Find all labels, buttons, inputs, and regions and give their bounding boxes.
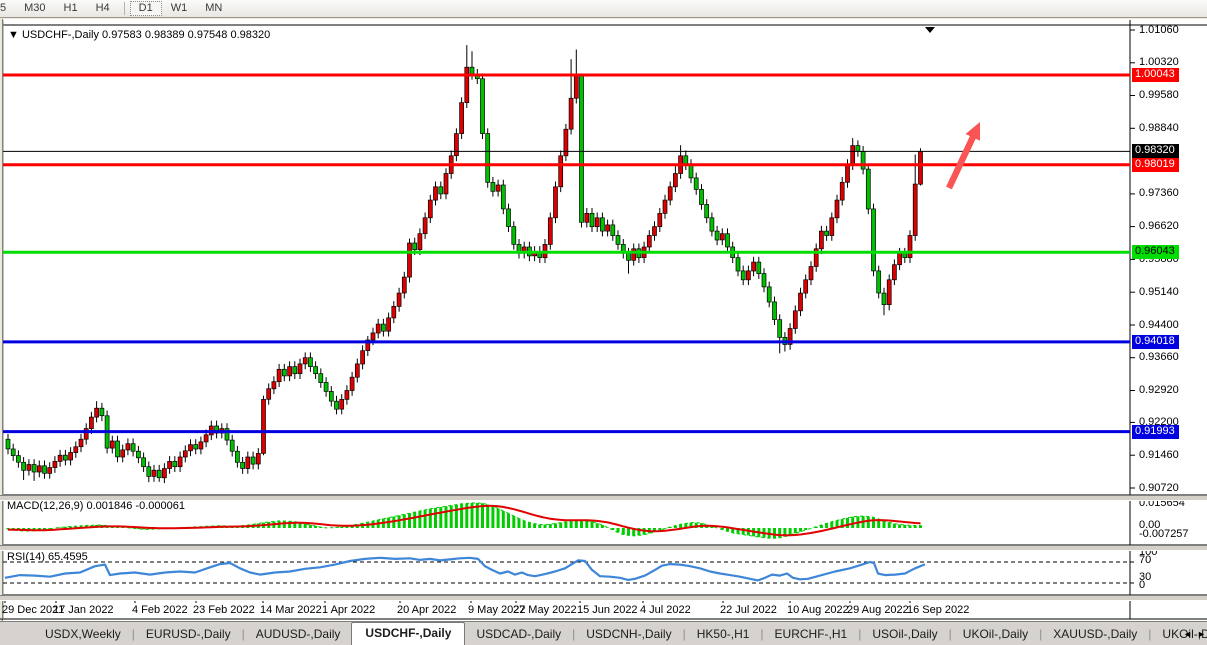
timeframe-button-H1[interactable]: H1 xyxy=(63,2,78,14)
date-axis-tick: 22 Jul 2022 xyxy=(720,604,777,616)
chart-ohlc-values: 0.97583 0.98389 0.97548 0.98320 xyxy=(102,29,271,41)
date-axis-tick: 1 Apr 2022 xyxy=(322,604,376,616)
tab-scroll-right-icon[interactable]: ► xyxy=(1197,629,1206,639)
pane-splitter-dateaxis[interactable] xyxy=(0,595,1207,601)
date-axis-tick: 27 May 2022 xyxy=(513,604,577,616)
price-axis-tick: 0.97360 xyxy=(1139,187,1179,200)
tab-separator: | xyxy=(682,627,686,641)
tab-separator: | xyxy=(241,627,245,641)
rsi-axis-tick: 0 xyxy=(1139,579,1146,591)
price-axis-tick: 0.95140 xyxy=(1139,285,1179,298)
timeframe-button-H4[interactable]: H4 xyxy=(95,2,110,14)
timeframe-toolbar: 5 M30 H1 H4 D1 W1 MN xyxy=(0,0,1207,18)
pane-splitter-macd[interactable] xyxy=(0,495,1207,501)
rsi-indicator-label: RSI(14) 65.4595 xyxy=(7,551,88,563)
date-axis-tick: 16 Sep 2022 xyxy=(907,604,970,616)
date-axis-tick: 4 Jul 2022 xyxy=(640,604,691,616)
symbol-tab-usdcnh-daily[interactable]: USDCNH-,Daily xyxy=(586,627,672,641)
price-badge: 0.94018 xyxy=(1132,334,1179,349)
date-axis-tick: 20 Apr 2022 xyxy=(397,604,457,616)
date-axis-tick: 29 Aug 2022 xyxy=(847,604,909,616)
chart-shift-marker-icon xyxy=(925,27,935,33)
symbol-tab-ukoil-daily[interactable]: UKOil-,Daily xyxy=(962,627,1029,641)
timeframe-button-M30[interactable]: M30 xyxy=(24,2,46,14)
date-axis-tick: 10 Aug 2022 xyxy=(787,604,849,616)
price-axis-tick: 0.90720 xyxy=(1139,481,1179,494)
macd-axis-tick: 0.00 xyxy=(1139,519,1161,531)
date-axis-tick: 4 Feb 2022 xyxy=(132,604,188,616)
date-axis-tick: 29 Dec 2021 xyxy=(2,604,65,616)
symbol-tab-usdchf-daily[interactable]: USDCHF-,Daily xyxy=(351,622,466,645)
date-axis-tick: 15 Jun 2022 xyxy=(577,604,638,616)
price-axis-tick: 1.00320 xyxy=(1139,56,1179,69)
symbol-tab-usoil-daily[interactable]: USOil-,Daily xyxy=(872,627,938,641)
chart-window[interactable] xyxy=(2,19,1207,621)
timeframe-button-MN[interactable]: MN xyxy=(205,2,223,14)
symbol-tab-audusd-daily[interactable]: AUDUSD-,Daily xyxy=(255,627,341,641)
symbol-tab-eurusd-daily[interactable]: EURUSD-,Daily xyxy=(145,627,231,641)
price-badge: 0.91993 xyxy=(1132,424,1179,439)
tab-separator: | xyxy=(760,627,764,641)
tab-separator: | xyxy=(948,627,952,641)
tab-scroll-left-icon[interactable]: ◄ xyxy=(1183,629,1192,639)
timeframe-button-5[interactable]: 5 xyxy=(0,2,7,14)
date-axis-tick: 23 Feb 2022 xyxy=(193,604,255,616)
timeframe-button-W1[interactable]: W1 xyxy=(170,2,188,14)
tab-separator: | xyxy=(1039,627,1043,641)
rsi-axis-tick: 70 xyxy=(1139,554,1152,566)
price-badge: 0.98019 xyxy=(1132,157,1179,172)
macd-indicator-label: MACD(12,26,9) 0.001846 -0.000061 xyxy=(7,500,185,512)
symbol-tab-eurchf-h1[interactable]: EURCHF-,H1 xyxy=(774,627,848,641)
price-axis-tick: 0.92920 xyxy=(1139,384,1179,396)
price-axis-tick: 0.98840 xyxy=(1139,121,1179,134)
price-axis-tick: 0.91460 xyxy=(1139,448,1179,461)
trend-arrow-object xyxy=(946,122,980,190)
rsi-axis-tick: 30 xyxy=(1139,571,1152,583)
date-axis-tick: 14 Mar 2022 xyxy=(260,604,322,616)
price-axis-tick: 0.96620 xyxy=(1139,220,1179,233)
date-axis-tick: 9 May 2022 xyxy=(468,604,526,616)
price-axis-tick: 1.01060 xyxy=(1139,23,1179,36)
price-badge: 1.00043 xyxy=(1132,68,1179,82)
symbol-tab-xauusd-daily[interactable]: XAUUSD-,Daily xyxy=(1053,627,1138,641)
toolbar-separator xyxy=(123,2,125,15)
price-axis-tick: 0.93660 xyxy=(1139,351,1179,364)
macd-axis-tick: -0.007257 xyxy=(1139,528,1189,540)
timeframe-button-D1[interactable]: D1 xyxy=(129,1,162,16)
symbol-tab-usdx-weekly[interactable]: USDX,Weekly xyxy=(45,627,121,641)
price-badge: 0.98320 xyxy=(1132,144,1179,159)
date-axis-tick: 17 Jan 2022 xyxy=(53,604,114,616)
tab-separator: | xyxy=(858,627,862,641)
symbol-tab-usdcad-daily[interactable]: USDCAD-,Daily xyxy=(476,627,562,641)
symbol-tab-ukoil-da[interactable]: UKOil-,Da xyxy=(1162,627,1207,641)
price-badge: 0.96043 xyxy=(1132,245,1179,260)
tab-separator: | xyxy=(131,627,135,641)
tab-separator: | xyxy=(1148,627,1152,641)
chevron-down-icon: ▼ xyxy=(8,29,22,41)
symbol-tab-hk50-h1[interactable]: HK50-,H1 xyxy=(696,627,750,641)
tab-separator: | xyxy=(572,627,576,641)
price-axis-tick: 0.99580 xyxy=(1139,89,1179,101)
price-axis-tick: 0.94400 xyxy=(1139,318,1179,331)
chart-title: ▼ USDCHF-,Daily 0.97583 0.98389 0.97548 … xyxy=(8,29,270,41)
pane-splitter-rsi[interactable] xyxy=(0,545,1207,551)
symbol-tab-bar: USDX,Weekly | EURUSD-,Daily | AUDUSD-,Daily U… xyxy=(0,621,1207,645)
chart-symbol-label: USDCHF-,Daily xyxy=(21,29,99,41)
